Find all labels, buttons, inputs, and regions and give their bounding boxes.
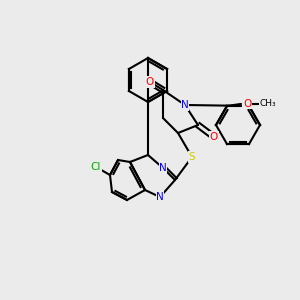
Text: S: S — [189, 152, 195, 162]
Text: Cl: Cl — [91, 162, 101, 172]
Text: N: N — [181, 100, 189, 110]
Text: O: O — [146, 77, 154, 87]
Text: O: O — [243, 99, 251, 109]
Text: N: N — [159, 163, 167, 173]
Text: CH₃: CH₃ — [260, 99, 276, 108]
Text: N: N — [156, 192, 164, 202]
Text: O: O — [210, 132, 218, 142]
